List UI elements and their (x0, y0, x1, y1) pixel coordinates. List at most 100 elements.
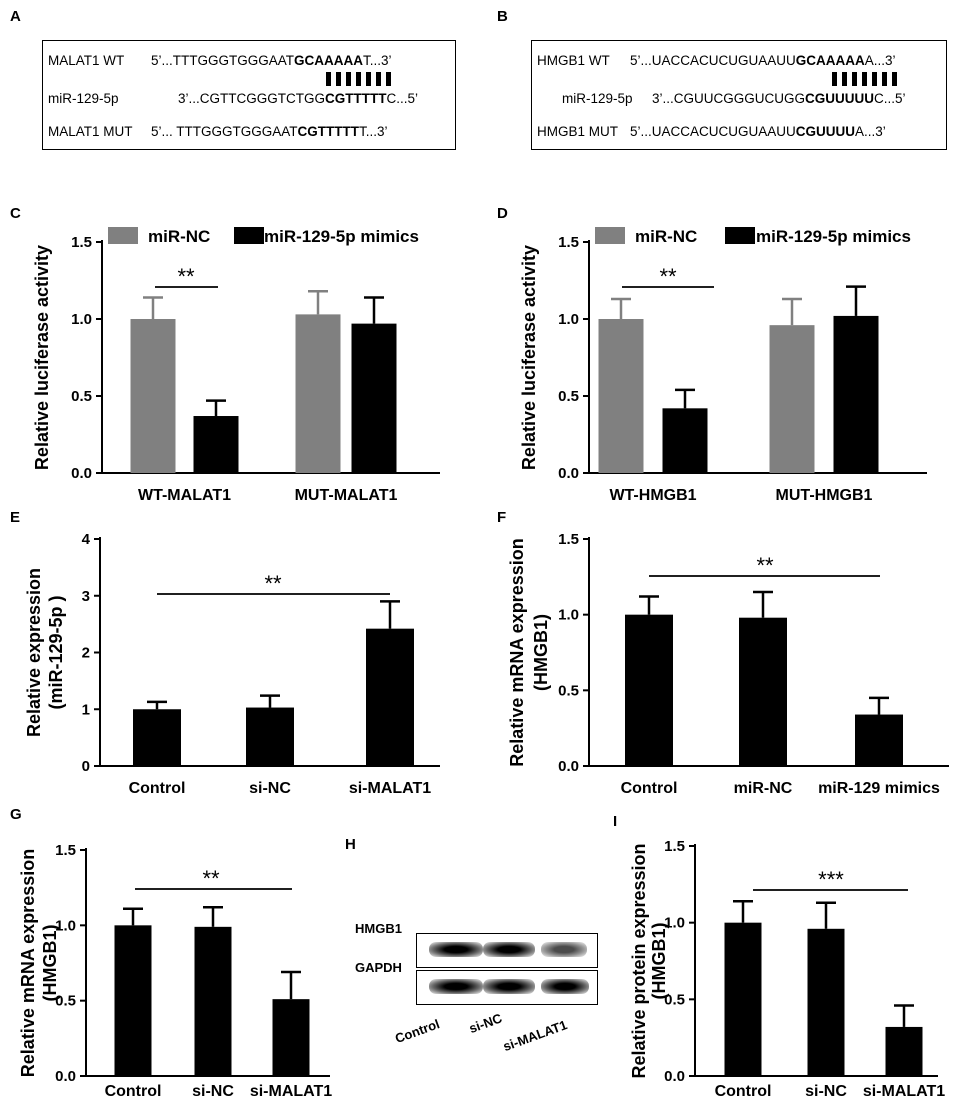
seq-name: miR-129-5p (48, 91, 119, 106)
seq-row: 5’...TTTGGGTGGGAATGCAAAAAT...3’ (151, 53, 392, 68)
band (483, 979, 535, 994)
y-axis-label: Relative mRNA expression (18, 849, 38, 1077)
y-axis-label: Relative mRNA expression (507, 538, 527, 766)
significance-marker: ** (177, 264, 195, 289)
category-label: MUT-HMGB1 (776, 487, 873, 504)
bar (194, 926, 232, 1076)
western-blot: HMGB1 GAPDH Control si-NC si-MALAT1 (345, 900, 605, 1060)
significance-marker: ** (202, 866, 220, 891)
seq-name: HMGB1 WT (537, 53, 610, 68)
category-label: miR-NC (734, 780, 793, 797)
y-axis-label: Relative luciferase activity (519, 245, 539, 470)
category-label: si-NC (249, 780, 291, 797)
y-tick-label: 1.5 (71, 234, 92, 251)
bar (114, 925, 152, 1076)
legend-label: miR-NC (635, 227, 697, 246)
band-label-hmgb1: HMGB1 (355, 921, 402, 936)
band (483, 942, 535, 957)
y-axis-label-secondary: (HMGB1) (531, 614, 551, 691)
y-tick-label: 0.0 (664, 1068, 685, 1085)
y-axis-label-secondary: (HMGB1) (649, 923, 669, 1000)
category-label: miR-129 mimics (818, 780, 940, 797)
bar (193, 416, 239, 473)
match-bars (326, 72, 391, 86)
panel-letter-g: G (10, 806, 22, 823)
category-label: MUT-MALAT1 (295, 487, 398, 504)
y-axis-label-secondary: (HMGB1) (40, 925, 60, 1002)
seq-row: 3’...CGTTCGGGTCTGGCGTTTTTC...5’ (178, 91, 418, 106)
lane-label: si-MALAT1 (501, 1017, 570, 1055)
sequence-box-a: MALAT1 WT 5’...TTTGGGTGGGAATGCAAAAAT...3… (42, 40, 456, 150)
y-tick-label: 1.5 (664, 838, 685, 855)
category-label: Control (621, 780, 678, 797)
category-label: si-MALAT1 (863, 1083, 945, 1100)
y-tick-label: 0 (82, 758, 90, 775)
band (429, 942, 483, 957)
category-label: si-NC (192, 1083, 234, 1100)
lane-label: Control (393, 1016, 442, 1047)
y-tick-label: 1.5 (558, 531, 579, 548)
panel-letter-f: F (497, 509, 507, 526)
bar (855, 714, 903, 766)
legend-swatch (725, 227, 755, 244)
panel-letter-e: E (10, 509, 21, 526)
category-label: Control (129, 780, 186, 797)
y-tick-label: 0.5 (664, 991, 685, 1008)
panel-letter-a: A (10, 8, 21, 25)
y-tick-label: 0.5 (55, 993, 76, 1010)
blot-row-gapdh (416, 970, 598, 1005)
bar (807, 928, 845, 1076)
chart-g: 0.0 0.5 1.0 1.5 Relative mRNA expression (HMG… (18, 842, 332, 1100)
blot-row-hmgb1 (416, 933, 598, 968)
category-label: Control (105, 1083, 162, 1100)
band-label-gapdh: GAPDH (355, 960, 402, 975)
y-tick-label: 0.0 (55, 1068, 76, 1085)
significance-marker: ** (264, 571, 282, 596)
significance-marker: ** (756, 553, 774, 578)
y-axis-label: Relative expression (24, 568, 44, 737)
legend-label: miR-129-5p mimics (756, 227, 911, 246)
legend-swatch (108, 227, 138, 244)
panel-letter-b: B (497, 8, 508, 25)
seq-name: MALAT1 WT (48, 53, 125, 68)
category-label: si-MALAT1 (349, 780, 431, 797)
y-tick-label: 0.5 (558, 682, 579, 699)
y-tick-label: 1.0 (558, 311, 579, 328)
bar (662, 408, 708, 473)
bar (724, 922, 762, 1076)
bar (133, 709, 181, 766)
y-tick-label: 1.0 (55, 917, 76, 934)
bar (833, 315, 879, 473)
y-tick-label: 0.0 (558, 758, 579, 775)
bar (598, 319, 644, 473)
legend-label: miR-NC (148, 227, 210, 246)
category-label: Control (715, 1083, 772, 1100)
panel-letter-i: I (613, 813, 618, 830)
y-axis-label: Relative luciferase activity (32, 245, 52, 470)
bar (739, 617, 787, 766)
legend-label: miR-129-5p mimics (264, 227, 419, 246)
category-label: WT-MALAT1 (138, 487, 231, 504)
bar (769, 325, 815, 473)
seq-row: 5’...UACCACUCUGUAAUUCGUUUUA...3’ (630, 124, 886, 139)
chart-i: 0.0 0.5 1.0 1.5 Relative protein expression(… (629, 838, 945, 1100)
legend-swatch (595, 227, 625, 244)
y-axis-label: Relative protein expression (629, 843, 649, 1078)
band (541, 942, 587, 957)
seq-name: MALAT1 MUT (48, 124, 133, 139)
band (541, 979, 589, 994)
bar (295, 314, 341, 473)
y-tick-label: 4 (82, 531, 91, 548)
y-tick-label: 2 (82, 645, 90, 662)
y-tick-label: 1 (82, 701, 90, 718)
y-axis-label-secondary: (miR-129-5p ) (46, 595, 66, 709)
panel-letter-c: C (10, 205, 21, 222)
y-tick-label: 0.5 (71, 388, 92, 405)
chart-d: 0.0 0.5 1.0 1.5 Relative luciferase activity… (519, 227, 927, 504)
seq-row: 5’... TTTGGGTGGGAATCGTTTTTT...3’ (151, 124, 388, 139)
y-tick-label: 0.0 (558, 465, 579, 482)
bar (272, 999, 310, 1076)
bar (366, 628, 414, 766)
match-bars (832, 72, 897, 86)
y-tick-label: 1.0 (71, 311, 92, 328)
